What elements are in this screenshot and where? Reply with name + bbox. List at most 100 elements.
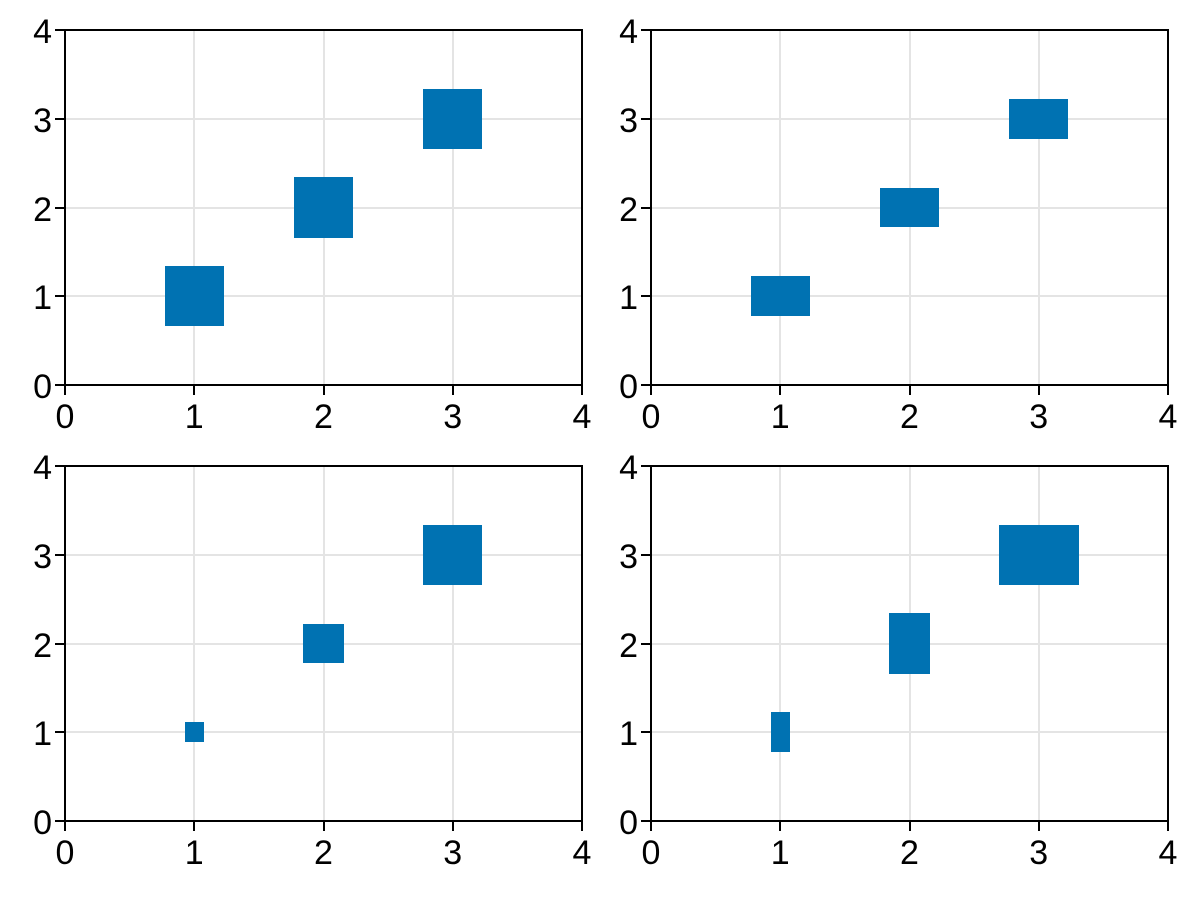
y-tick-label-4: 4 bbox=[33, 13, 52, 51]
x-tick-label-4: 4 bbox=[572, 834, 592, 872]
x-tick-label-3: 3 bbox=[443, 834, 463, 872]
x-tick-3 bbox=[451, 386, 454, 395]
scatter-marker-2-2 bbox=[879, 187, 940, 228]
y-tick-label-4: 4 bbox=[619, 449, 638, 487]
right-spine bbox=[1167, 29, 1169, 386]
left-spine bbox=[650, 465, 652, 822]
x-tick-0 bbox=[650, 386, 652, 395]
y-tick-1 bbox=[641, 295, 650, 298]
y-tick-label-0: 0 bbox=[619, 804, 638, 842]
gridline-y-3 bbox=[65, 553, 582, 556]
y-tick-3 bbox=[641, 117, 650, 120]
x-tick-label-3: 3 bbox=[1029, 398, 1049, 436]
y-tick-label-2: 2 bbox=[619, 190, 638, 229]
y-tick-1 bbox=[641, 731, 650, 734]
x-tick-1 bbox=[193, 386, 196, 395]
y-tick-4 bbox=[641, 465, 650, 467]
bottom-spine bbox=[64, 820, 583, 822]
x-tick-0 bbox=[650, 822, 652, 831]
x-tick-3 bbox=[1037, 386, 1040, 395]
gridline-y-1 bbox=[651, 731, 1168, 734]
x-tick-2 bbox=[908, 822, 911, 831]
x-tick-2 bbox=[322, 386, 325, 395]
y-tick-0 bbox=[55, 820, 64, 822]
scatter-marker-2-2 bbox=[889, 613, 930, 674]
left-spine bbox=[64, 465, 66, 822]
y-tick-label-4: 4 bbox=[33, 449, 52, 487]
subplot-top-left: 0 1 2 3 4 0 1 2 3 4 bbox=[33, 15, 591, 434]
y-tick-label-0: 0 bbox=[33, 368, 52, 406]
left-spine bbox=[650, 29, 652, 386]
x-tick-label-3: 3 bbox=[443, 398, 463, 436]
y-tick-label-4: 4 bbox=[619, 13, 638, 51]
x-tick-3 bbox=[1037, 822, 1040, 831]
x-tick-label-1: 1 bbox=[184, 834, 204, 872]
x-tick-4 bbox=[581, 386, 583, 395]
subplot-top-right: 0 1 2 3 4 0 1 2 3 4 bbox=[619, 15, 1177, 434]
scatter-marker-3-3 bbox=[423, 524, 483, 585]
x-tick-3 bbox=[451, 822, 454, 831]
x-tick-label-0: 0 bbox=[55, 398, 75, 436]
x-tick-4 bbox=[1167, 822, 1169, 831]
y-tick-2 bbox=[55, 206, 64, 209]
x-tick-label-4: 4 bbox=[1158, 398, 1178, 436]
y-tick-2 bbox=[641, 642, 650, 645]
x-tick-label-1: 1 bbox=[770, 398, 790, 436]
y-tick-0 bbox=[55, 384, 64, 386]
scatter-marker-1-1 bbox=[750, 276, 810, 317]
y-tick-3 bbox=[641, 553, 650, 556]
subplot-bottom-left: 0 1 2 3 4 0 1 2 3 4 bbox=[33, 451, 591, 870]
x-tick-1 bbox=[779, 822, 782, 831]
scatter-marker-3-3 bbox=[423, 88, 483, 149]
scatter-marker-1-1 bbox=[770, 712, 790, 753]
y-tick-0 bbox=[641, 384, 650, 386]
y-tick-2 bbox=[641, 206, 650, 209]
y-tick-label-0: 0 bbox=[619, 368, 638, 406]
subplot-bottom-right: 0 1 2 3 4 0 1 2 3 4 bbox=[619, 451, 1177, 870]
x-tick-0 bbox=[64, 822, 66, 831]
y-tick-label-0: 0 bbox=[33, 804, 52, 842]
y-tick-1 bbox=[55, 295, 64, 298]
scatter-marker-3-3 bbox=[998, 524, 1079, 585]
top-spine bbox=[650, 29, 1169, 31]
gridline-y-3 bbox=[651, 553, 1168, 556]
y-tick-label-3: 3 bbox=[33, 101, 52, 140]
x-tick-label-2: 2 bbox=[314, 398, 333, 436]
y-tick-4 bbox=[55, 29, 64, 31]
y-tick-4 bbox=[55, 465, 64, 467]
y-tick-label-2: 2 bbox=[33, 190, 52, 229]
y-tick-3 bbox=[55, 117, 64, 120]
gridline-y-3 bbox=[651, 117, 1168, 120]
y-tick-label-1: 1 bbox=[619, 715, 638, 754]
x-tick-1 bbox=[193, 822, 196, 831]
y-tick-label-3: 3 bbox=[33, 537, 52, 576]
y-tick-0 bbox=[641, 820, 650, 822]
gridline-y-1 bbox=[651, 295, 1168, 298]
y-tick-3 bbox=[55, 553, 64, 556]
x-tick-0 bbox=[64, 386, 66, 395]
scatter-marker-2-2 bbox=[293, 177, 354, 238]
y-tick-1 bbox=[55, 731, 64, 734]
bottom-spine bbox=[650, 384, 1169, 386]
x-tick-label-4: 4 bbox=[1158, 834, 1178, 872]
x-tick-label-0: 0 bbox=[641, 398, 661, 436]
x-tick-label-4: 4 bbox=[572, 398, 592, 436]
scatter-marker-1-1 bbox=[164, 266, 224, 327]
gridline-y-3 bbox=[65, 117, 582, 120]
x-tick-2 bbox=[322, 822, 325, 831]
x-tick-label-3: 3 bbox=[1029, 834, 1049, 872]
x-tick-label-0: 0 bbox=[641, 834, 661, 872]
top-spine bbox=[650, 465, 1169, 467]
right-spine bbox=[1167, 465, 1169, 822]
bottom-spine bbox=[650, 820, 1169, 822]
y-tick-label-1: 1 bbox=[33, 279, 52, 318]
y-tick-label-2: 2 bbox=[619, 626, 638, 665]
scatter-marker-1-1 bbox=[184, 722, 204, 743]
y-tick-label-3: 3 bbox=[619, 101, 638, 140]
scatter-marker-3-3 bbox=[1009, 98, 1069, 139]
y-tick-label-1: 1 bbox=[33, 715, 52, 754]
x-tick-label-1: 1 bbox=[184, 398, 204, 436]
x-tick-1 bbox=[779, 386, 782, 395]
x-tick-label-2: 2 bbox=[314, 834, 333, 872]
